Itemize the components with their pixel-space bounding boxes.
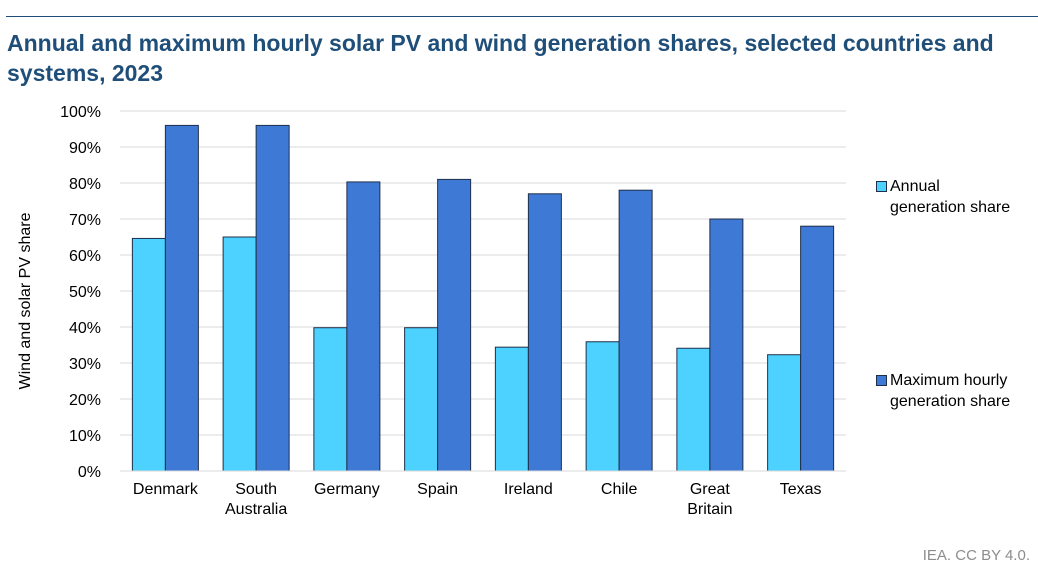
bars (131, 124, 835, 472)
y-tick-label: 20% (69, 392, 101, 409)
y-tick-label: 70% (69, 212, 101, 229)
bar-maximum (527, 193, 562, 472)
bar-annual (404, 327, 439, 472)
x-tick-label: Ireland (504, 481, 553, 498)
legend-item-annual: Annual generation share (876, 176, 1010, 218)
y-tick-label: 90% (69, 140, 101, 157)
y-tick-label: 100% (60, 104, 101, 121)
y-tick-label: 80% (69, 176, 101, 193)
x-tick-label: Germany (314, 481, 380, 498)
bar-maximum (164, 124, 199, 472)
bar-annual (222, 236, 257, 472)
y-tick-label: 30% (69, 356, 101, 373)
bar-maximum (437, 178, 472, 472)
y-axis-label: Wind and solar PV share (17, 212, 34, 389)
y-axis-ticks: 0% 10% 20% 30% 40% 50% 60% 70% 80% 90% 100% (60, 104, 101, 481)
legend-swatch-maximum (876, 375, 887, 386)
bar-maximum (255, 124, 290, 472)
bar-annual (494, 346, 529, 472)
x-tick-label: Chile (601, 481, 638, 498)
source-credit: IEA. CC BY 4.0. (922, 547, 1030, 564)
bar-maximum (800, 225, 835, 472)
y-tick-label: 60% (69, 248, 101, 265)
x-tick-label: Denmark (133, 481, 199, 498)
x-tick-label: Great Britain (687, 481, 732, 518)
bar-annual (676, 347, 711, 472)
legend-swatch-annual (876, 181, 887, 192)
y-tick-label: 40% (69, 320, 101, 337)
x-tick-label: Texas (780, 481, 822, 498)
y-tick-label: 0% (78, 464, 101, 481)
bar-annual (585, 341, 620, 472)
y-tick-label: 10% (69, 428, 101, 445)
bar-maximum (618, 189, 653, 472)
bar-maximum (346, 181, 381, 472)
y-tick-label: 50% (69, 284, 101, 301)
bar-maximum (709, 218, 744, 472)
chart-title: Annual and maximum hourly solar PV and w… (7, 30, 994, 86)
bar-annual (131, 237, 166, 472)
x-tick-label: Spain (417, 481, 458, 498)
legend-label-annual: Annual generation share (890, 178, 1011, 216)
bar-annual (313, 327, 348, 472)
top-rule (6, 16, 1038, 17)
legend-label-maximum: Maximum hourly generation share (890, 372, 1011, 410)
x-tick-label: South Australia (225, 481, 287, 518)
legend-item-maximum: Maximum hourly generation share (876, 370, 1010, 412)
bar-annual (767, 354, 802, 472)
x-axis-labels: Denmark South Australia Germany Spain Ireland… (133, 481, 822, 518)
